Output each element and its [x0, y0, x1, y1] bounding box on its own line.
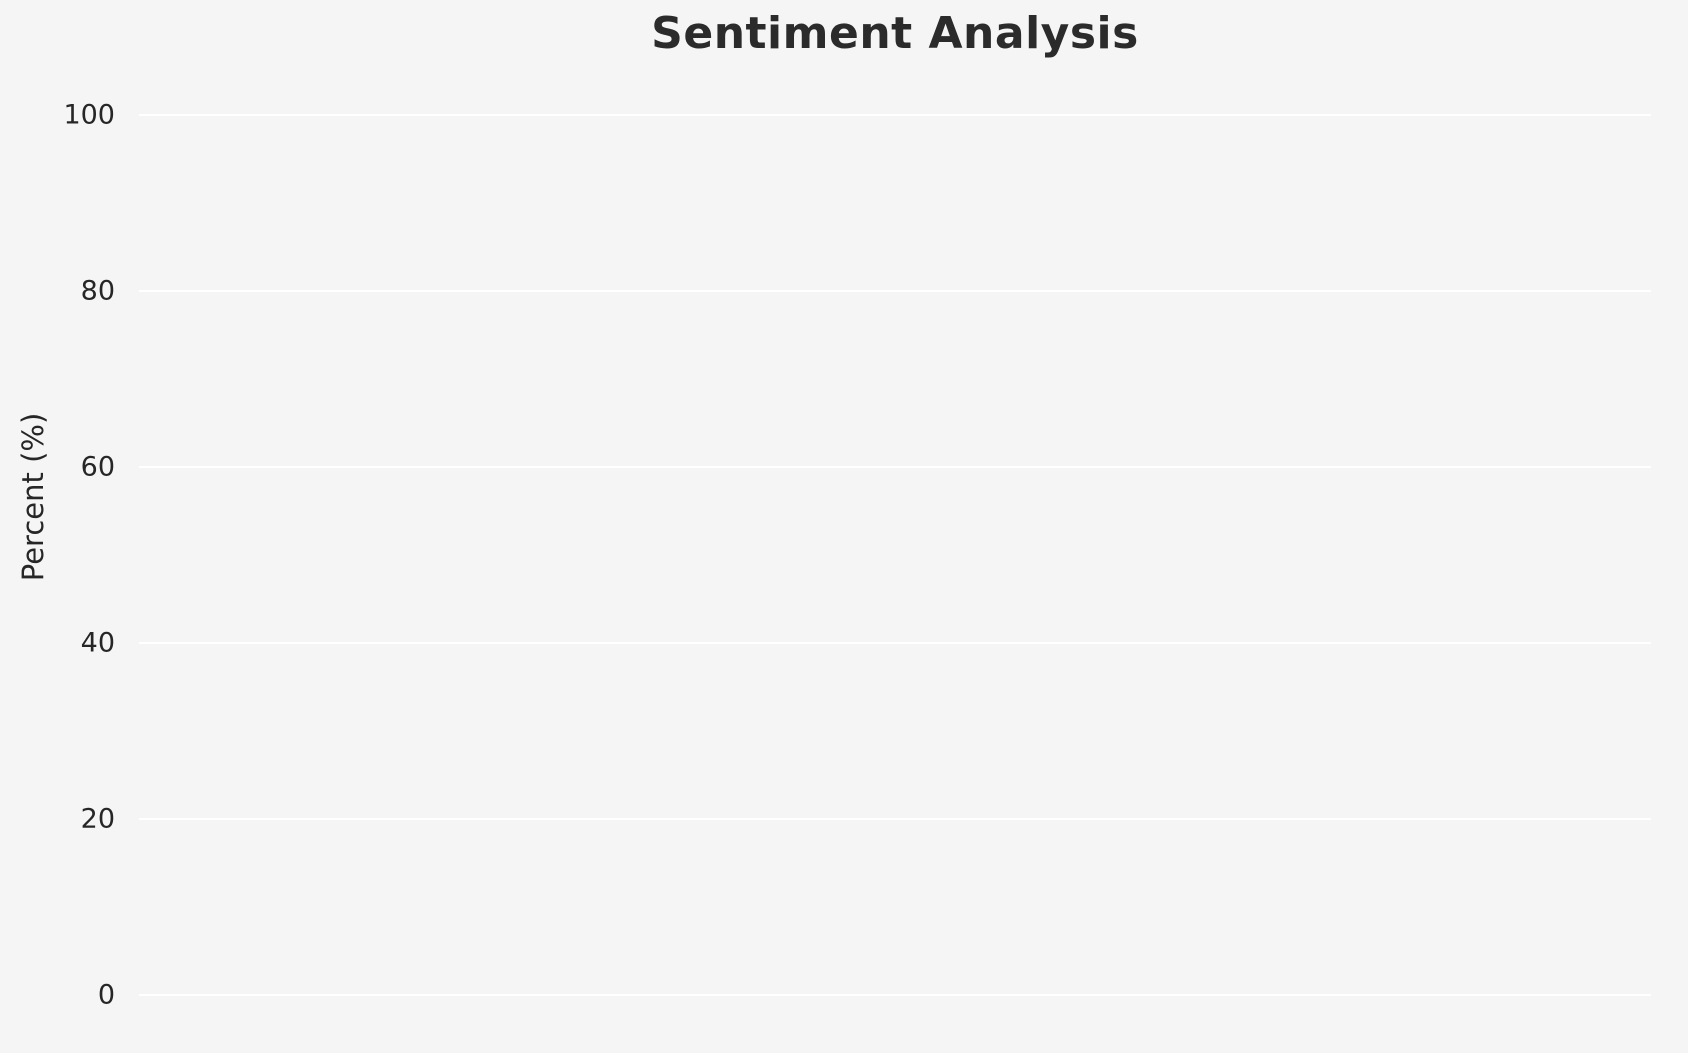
gridline — [139, 818, 1651, 820]
chart-title: Sentiment Analysis — [651, 8, 1139, 59]
y-tick-label: 40 — [80, 627, 115, 659]
y-tick-label: 0 — [97, 979, 115, 1011]
axes: 0 20 40 60 80 100 — [63, 71, 1651, 1009]
y-tick-label: 80 — [80, 275, 115, 307]
gridline — [139, 642, 1651, 644]
gridline — [139, 994, 1651, 996]
y-tick-label: 100 — [63, 99, 115, 131]
gridline — [139, 290, 1651, 292]
y-tick-label: 20 — [80, 803, 115, 835]
y-axis-label: Percent (%) — [16, 412, 50, 582]
y-tick-label: 60 — [80, 451, 115, 483]
gridline — [139, 466, 1651, 468]
gridline — [139, 114, 1651, 116]
